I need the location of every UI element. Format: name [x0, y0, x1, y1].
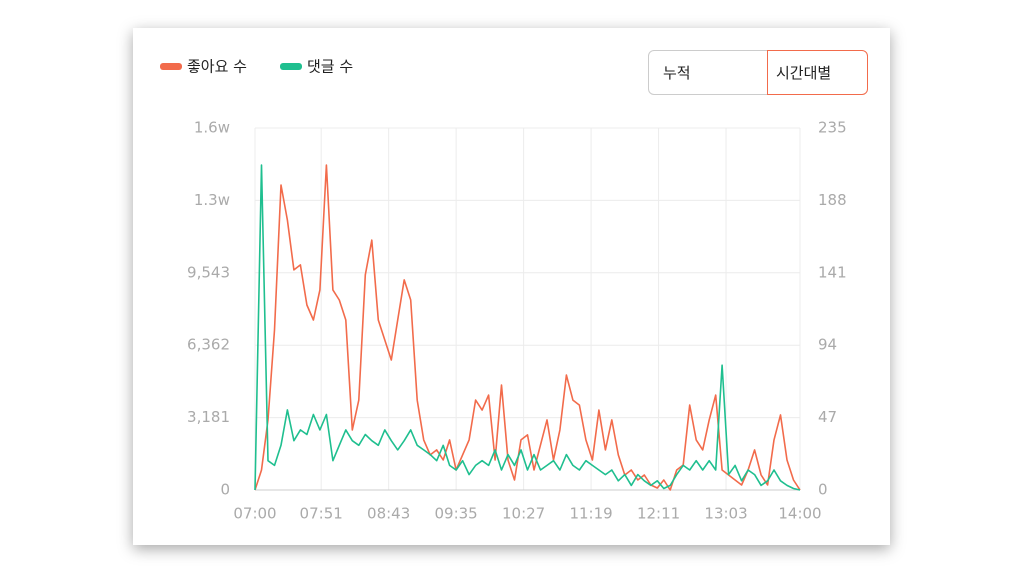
- y2-tick-label: 94: [818, 336, 837, 354]
- legend-swatch: [280, 63, 302, 70]
- toggle-button[interactable]: 시간대별: [767, 50, 868, 95]
- legend: 댓글 수: [307, 58, 353, 76]
- legend-swatch: [160, 63, 182, 70]
- legend: 좋아요 수: [187, 58, 247, 76]
- y2-tick-label: 0: [818, 481, 828, 499]
- x-tick-label: 09:35: [435, 505, 478, 523]
- y-tick-label: 0: [220, 481, 230, 499]
- x-tick-label: 13:03: [704, 505, 747, 523]
- x-tick-label: 12:11: [637, 505, 680, 523]
- y-tick-label: 1.3w: [194, 191, 230, 209]
- x-tick-label: 10:27: [502, 505, 545, 523]
- x-tick-label: 07:00: [233, 505, 276, 523]
- y2-tick-label: 141: [818, 263, 847, 281]
- y-tick-label: 1.6w: [194, 119, 230, 137]
- y-tick-label: 3,181: [187, 408, 230, 426]
- x-tick-label: 08:43: [367, 505, 410, 523]
- y-tick-label: 9,543: [187, 263, 230, 281]
- y2-tick-label: 188: [818, 191, 847, 209]
- x-tick-label: 14:00: [778, 505, 821, 523]
- x-tick-label: 07:51: [300, 505, 343, 523]
- toggle-button[interactable]: 누적: [648, 50, 770, 95]
- y2-tick-label: 47: [818, 408, 837, 426]
- x-tick-label: 11:19: [569, 505, 612, 523]
- series-line: [254, 164, 801, 491]
- series-line: [254, 164, 801, 491]
- y2-tick-label: 235: [818, 119, 847, 137]
- y-tick-label: 6,362: [187, 336, 230, 354]
